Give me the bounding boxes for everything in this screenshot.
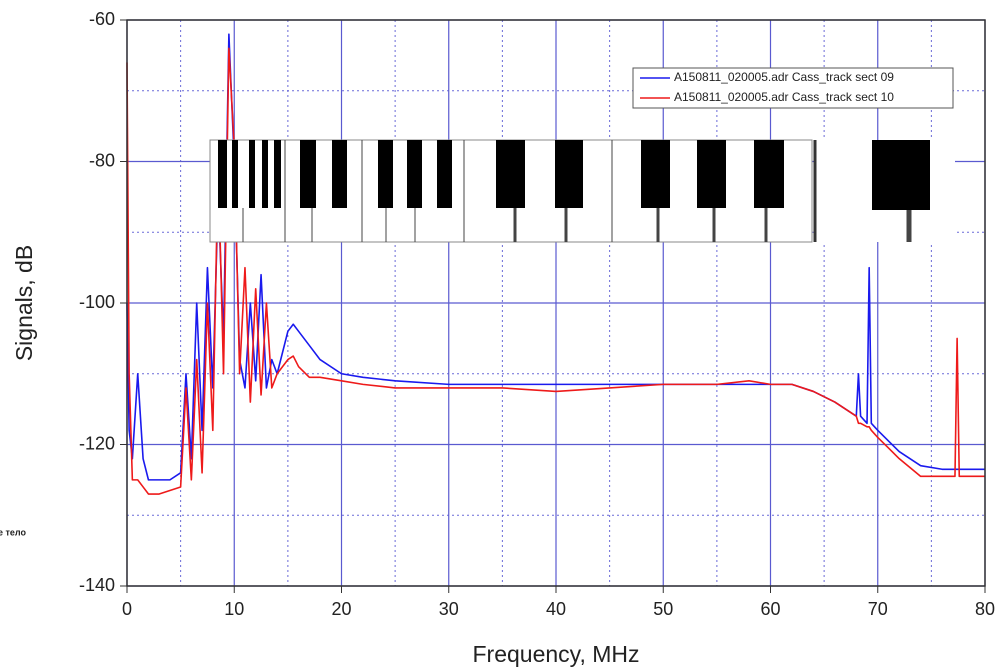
legend-box xyxy=(632,67,954,109)
series-line xyxy=(126,33,985,481)
lines xyxy=(126,33,985,495)
x-tick-label: 70 xyxy=(868,599,888,619)
x-tick-label: 0 xyxy=(122,599,132,619)
legend-label: A150811_020005.adr Cass_track sect 10 xyxy=(674,90,894,104)
y-tick-label: -140 xyxy=(79,575,115,595)
white-key-dividers xyxy=(242,140,912,242)
x-tick-label: 50 xyxy=(653,599,673,619)
x-tick-label: 40 xyxy=(546,599,566,619)
y-axis-title: Signals, dB xyxy=(11,245,37,361)
ticks: 0 10 20 30 40 50 60 70 80 -60 -80 -100 -120 -140 xyxy=(79,9,995,619)
x-tick-label: 30 xyxy=(439,599,459,619)
y-tick-label: -60 xyxy=(89,9,115,29)
black-keys xyxy=(218,140,930,210)
legend: A150811_020005.adr Cass_track sect 09 A15… xyxy=(632,67,954,109)
x-axis-title: Frequency, MHz xyxy=(472,641,639,667)
legend-label: A150811_020005.adr Cass_track sect 09 xyxy=(674,70,894,84)
series-line xyxy=(126,47,985,495)
side-note: е тело xyxy=(0,527,27,537)
y-tick-label: -120 xyxy=(79,433,115,453)
x-tick-label: 10 xyxy=(224,599,244,619)
y-tick-label: -100 xyxy=(79,292,115,312)
x-tick-label: 20 xyxy=(331,599,351,619)
piano-overlay xyxy=(209,139,955,243)
x-tick-label: 60 xyxy=(760,599,780,619)
y-tick-label: -80 xyxy=(89,150,115,170)
x-tick-label: 80 xyxy=(975,599,995,619)
